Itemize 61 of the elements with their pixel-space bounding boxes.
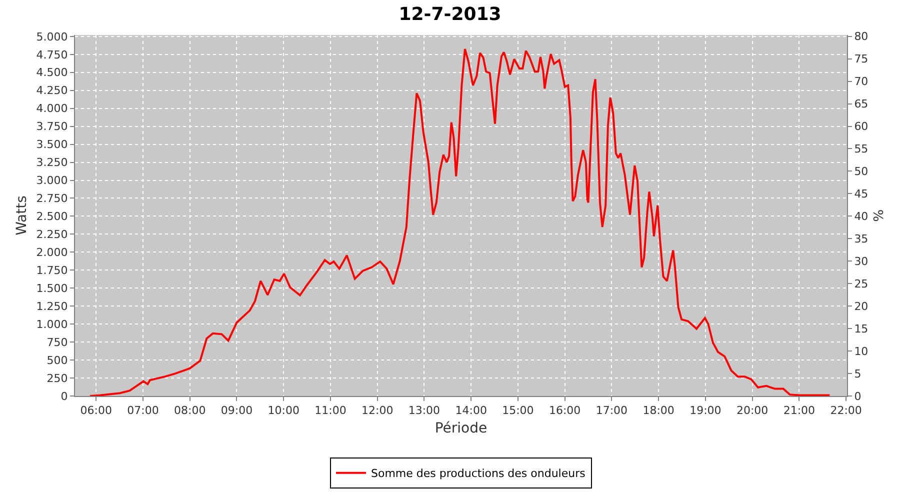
y-tick-label: 5.000 — [36, 30, 68, 44]
x-tick-label: 17:00 — [596, 404, 628, 418]
y2-tick-label: 35 — [854, 232, 868, 246]
x-tick-label: 15:00 — [502, 404, 534, 418]
chart-title: 12-7-2013 — [398, 4, 502, 26]
y-tick-label: 2.250 — [36, 228, 68, 242]
y-tick-label: 750 — [46, 336, 68, 349]
x-tick-label: 10:00 — [268, 404, 300, 418]
y2-tick-label: 55 — [854, 142, 868, 156]
x-tick-label: 18:00 — [642, 404, 674, 418]
y2-tick-label: 65 — [854, 98, 868, 111]
y2-tick-label: 20 — [854, 300, 868, 313]
x-tick-label: 11:00 — [314, 404, 346, 418]
y-tick-label: 2.750 — [36, 192, 68, 206]
y-tick-label: 1.250 — [36, 300, 68, 313]
y-tick-label: 1.750 — [36, 264, 68, 277]
x-tick-label: 16:00 — [548, 404, 581, 418]
y-tick-label: 2.000 — [36, 246, 68, 260]
y-tick-label: 4.500 — [36, 66, 68, 80]
x-tick-label: 06:00 — [80, 404, 112, 418]
y-tick-label: 1.500 — [36, 282, 68, 295]
y-tick-label: 0 — [60, 390, 68, 403]
y-tick-label: 3.500 — [36, 138, 68, 152]
x-tick-label: 22:00 — [830, 404, 862, 418]
y2-tick-label: 30 — [854, 254, 868, 268]
line-series — [89, 48, 831, 396]
y2-tick-label: 45 — [854, 188, 868, 201]
x-tick-label: 14:00 — [455, 404, 487, 418]
x-tick-label: 08:00 — [174, 404, 206, 418]
y-tick-label: 3.250 — [36, 156, 68, 170]
y2-tick-label: 0 — [854, 390, 862, 403]
y2-tick-label: 50 — [854, 165, 868, 178]
y-tick-label: 2.500 — [36, 210, 68, 224]
x-tick-label: 12:00 — [361, 404, 394, 418]
y2-tick-label: 15 — [854, 322, 868, 336]
x-tick-label: 07:00 — [127, 404, 159, 418]
y2-tick-label: 70 — [854, 75, 868, 88]
y-tick-label: 3.000 — [36, 174, 68, 188]
y2-tick-label: 80 — [854, 30, 868, 44]
x-tick-label: 21:00 — [783, 404, 816, 418]
y2-tick-label: 25 — [854, 277, 868, 290]
y2-tick-label: 60 — [854, 120, 868, 134]
legend-label: Somme des productions des onduleurs — [371, 467, 586, 480]
y-tick-label: 1.000 — [36, 318, 68, 331]
y2-tick-label: 10 — [854, 344, 868, 358]
x-tick-label: 09:00 — [220, 404, 253, 418]
x-tick-label: 13:00 — [408, 404, 440, 418]
y-tick-label: 4.750 — [36, 48, 68, 62]
y-tick-label: 250 — [46, 372, 68, 385]
x-axis-title: Période — [434, 420, 488, 436]
x-tick-label: 20:00 — [736, 404, 768, 418]
y-tick-label: 4.000 — [36, 102, 68, 116]
y2-tick-label: 75 — [854, 52, 868, 66]
y2-tick-label: 5 — [854, 367, 862, 380]
y-tick-label: 3.750 — [36, 120, 68, 134]
x-tick-label: 19:00 — [690, 404, 722, 418]
y-tick-label: 500 — [46, 354, 68, 367]
y2-tick-label: 40 — [854, 210, 868, 224]
y-tick-label: 4.250 — [36, 84, 68, 98]
y-axis-title: Watts — [14, 196, 30, 236]
y2-axis-title: % — [872, 209, 887, 222]
